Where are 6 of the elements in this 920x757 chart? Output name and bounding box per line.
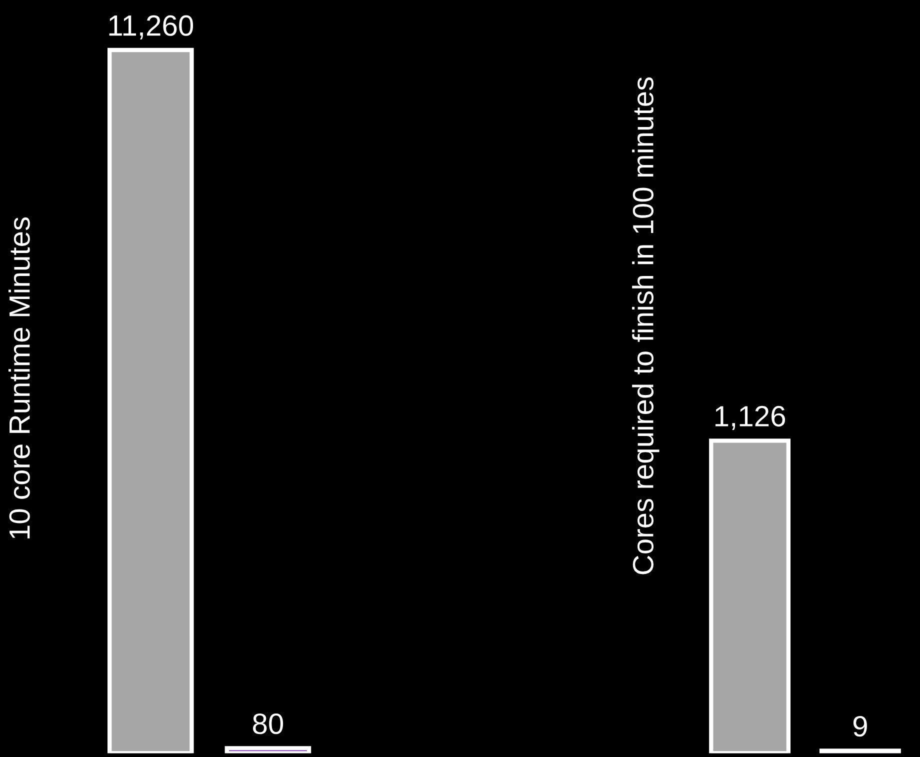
y-axis-title: 10 core Runtime Minutes [8,217,30,538]
y-axis-title: Cores required to finish in 100 minutes [632,77,660,574]
data-label: 11,260 [109,15,194,40]
data-label: 9 [853,716,867,737]
data-label: 1,126 [716,406,786,430]
data-label: 80 [253,713,284,734]
